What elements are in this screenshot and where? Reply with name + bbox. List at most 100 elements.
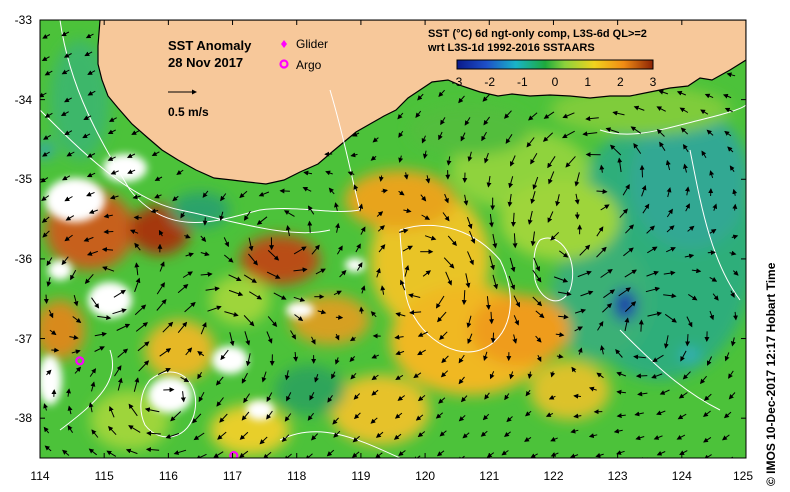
current-arrow (709, 310, 715, 321)
current-arrow (303, 170, 313, 176)
current-arrow (219, 211, 225, 221)
current-arrow (663, 270, 676, 276)
current-arrow (353, 412, 361, 420)
current-arrow (239, 431, 249, 440)
current-arrow (704, 93, 714, 99)
current-arrow (162, 321, 174, 333)
current-arrow (109, 405, 115, 418)
current-arrow (595, 452, 604, 458)
current-arrow (413, 372, 422, 379)
current-arrow (651, 373, 663, 379)
current-arrow (332, 417, 339, 425)
current-arrow (284, 413, 292, 422)
current-arrow (200, 235, 207, 243)
current-arrow (457, 455, 465, 458)
current-arrow (436, 450, 445, 457)
current-arrow (699, 375, 707, 385)
current-arrow (360, 285, 366, 294)
current-arrow (137, 341, 150, 352)
current-arrow (44, 70, 53, 76)
axis-ticks (39, 19, 747, 458)
current-arrow (588, 433, 598, 439)
current-arrow (61, 69, 70, 75)
current-arrow (177, 283, 189, 294)
current-arrow (307, 205, 315, 215)
current-arrow (72, 316, 82, 324)
current-arrow (43, 294, 49, 304)
current-arrow (376, 211, 384, 217)
lon-tick-label: 114 (30, 469, 49, 483)
current-arrow (158, 229, 164, 237)
current-arrow (223, 237, 229, 248)
current-arrow (243, 393, 251, 404)
current-arrow (555, 194, 561, 207)
current-arrow (680, 350, 687, 362)
current-arrow (331, 371, 336, 380)
current-arrow (641, 184, 647, 197)
current-arrow (528, 112, 538, 121)
current-arrow (356, 262, 363, 271)
current-arrow (464, 117, 471, 126)
current-arrow (228, 289, 244, 297)
current-arrow (83, 115, 92, 120)
current-arrow (656, 410, 666, 416)
current-arrow (180, 376, 190, 382)
current-arrow (108, 425, 117, 436)
current-arrow (180, 211, 186, 219)
current-arrow (249, 291, 263, 300)
current-arrow (315, 268, 326, 275)
current-arrow (709, 229, 717, 234)
current-arrow (109, 194, 119, 200)
current-arrow (444, 193, 449, 204)
current-arrow (488, 311, 494, 325)
current-arrow (466, 217, 473, 230)
current-arrow (417, 331, 428, 337)
current-arrow (150, 208, 159, 214)
current-arrow (180, 391, 186, 403)
current-arrow (535, 335, 542, 343)
current-arrow (732, 311, 738, 321)
current-arrow (505, 134, 513, 144)
current-arrow (353, 393, 361, 400)
current-arrow (335, 222, 341, 233)
current-arrow (239, 190, 248, 199)
lat-tick-label: -33 (15, 13, 33, 27)
current-arrow (422, 270, 431, 277)
current-arrow (685, 334, 691, 347)
current-arrow (404, 265, 410, 277)
current-arrow (582, 131, 598, 137)
current-arrow (596, 246, 607, 258)
current-arrow (144, 407, 160, 413)
colorbar-tick-label: 3 (650, 75, 657, 89)
current-arrow (417, 431, 426, 438)
current-arrow (307, 220, 313, 233)
current-arrow (530, 231, 536, 247)
current-arrow (223, 254, 234, 263)
lon-tick-label: 115 (95, 469, 114, 483)
current-arrow (462, 432, 470, 439)
current-arrow (731, 234, 739, 240)
current-arrow (351, 131, 360, 137)
current-arrow (616, 389, 626, 395)
current-arrow (266, 392, 273, 402)
current-arrow (46, 257, 53, 266)
current-arrow (244, 331, 251, 346)
current-arrow (547, 156, 556, 169)
current-arrow (395, 312, 406, 317)
current-arrow (653, 435, 663, 440)
lat-tick-label: -37 (15, 332, 33, 346)
current-arrow (241, 372, 248, 384)
current-arrow (726, 72, 736, 78)
plot-frame (39, 19, 747, 459)
current-arrow (267, 316, 278, 327)
current-arrow (220, 349, 229, 361)
current-arrow (445, 271, 452, 286)
current-arrow (618, 287, 631, 297)
current-arrow (41, 195, 50, 201)
current-arrow (728, 370, 734, 379)
legend-argo-label: Argo (296, 58, 322, 72)
current-arrow (442, 212, 450, 222)
current-arrow (543, 111, 555, 119)
current-arrow (198, 391, 205, 403)
current-arrow (88, 209, 98, 214)
